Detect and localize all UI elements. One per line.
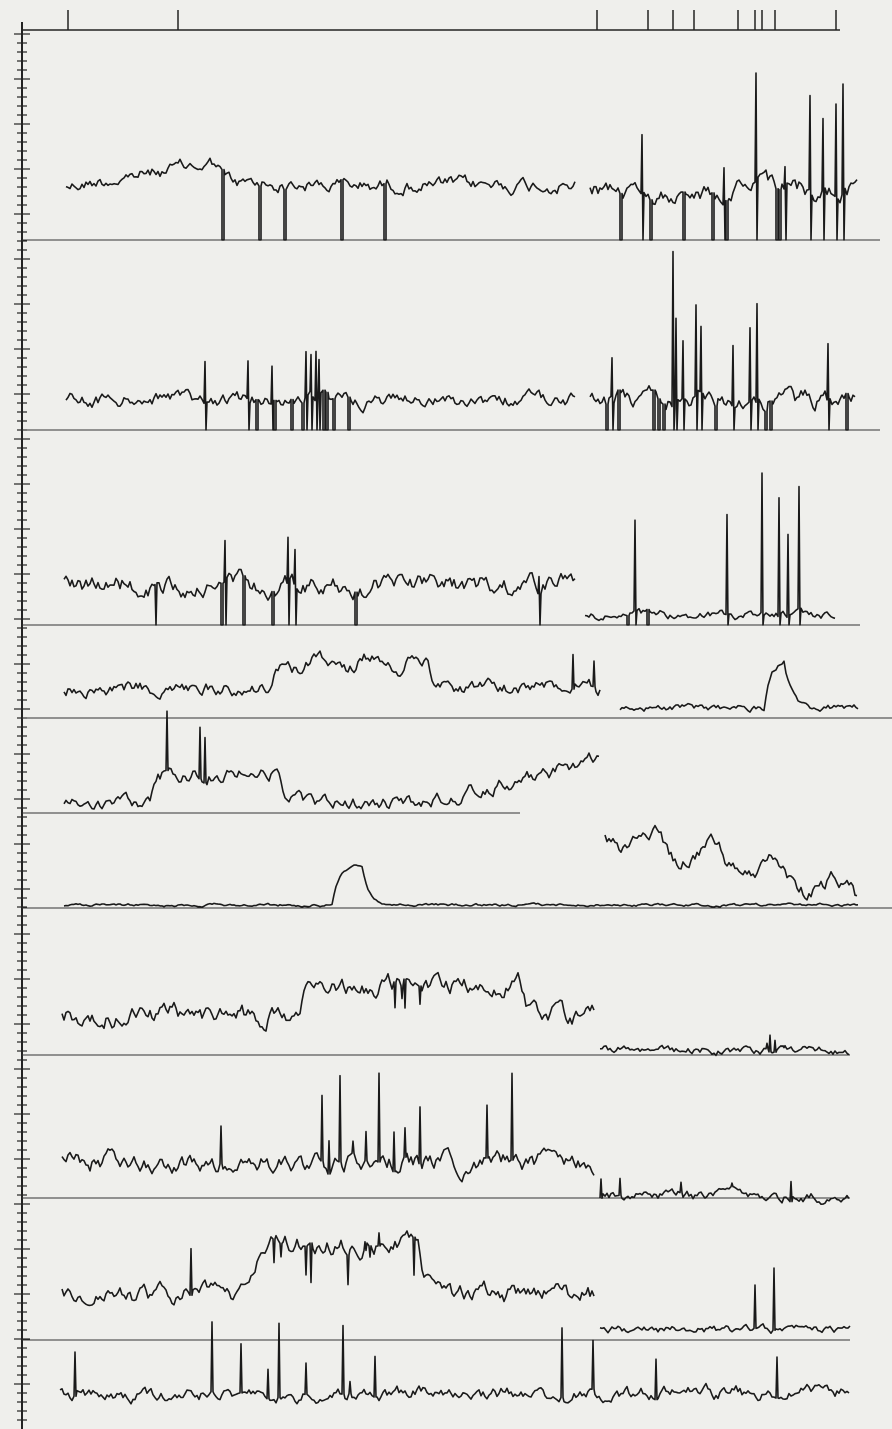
trace	[63, 650, 601, 700]
trace	[63, 710, 600, 810]
trace	[599, 1034, 850, 1057]
trace	[61, 1230, 595, 1307]
event-markers	[67, 10, 837, 30]
trace	[65, 350, 576, 431]
trace	[63, 864, 859, 908]
trace	[619, 660, 859, 713]
traces	[59, 72, 859, 1405]
trace	[604, 824, 858, 901]
trace	[61, 971, 595, 1032]
trace	[589, 72, 858, 241]
axis-ticks	[14, 33, 30, 1421]
trace	[589, 250, 856, 431]
trace	[599, 1177, 850, 1205]
trace	[599, 1267, 851, 1334]
trace	[65, 157, 576, 241]
trace	[61, 1072, 595, 1183]
trace	[584, 472, 836, 626]
trace	[59, 1321, 850, 1405]
trace	[63, 536, 576, 626]
